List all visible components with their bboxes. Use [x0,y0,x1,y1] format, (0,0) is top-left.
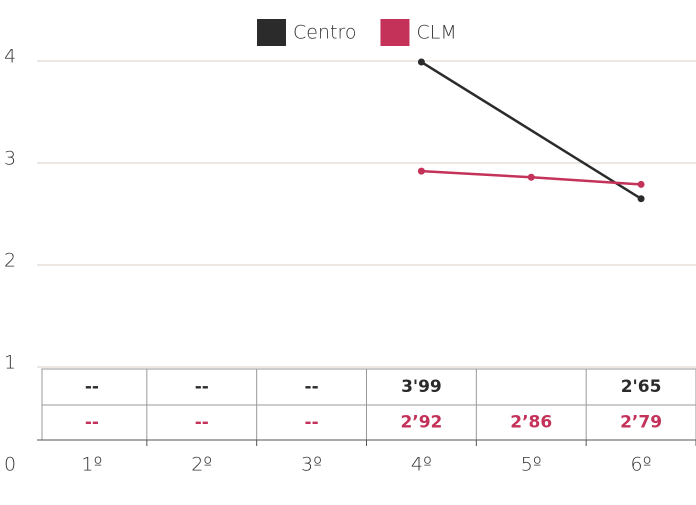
y-tick-label: 3 [4,148,16,170]
y-tick-label: 1 [4,352,16,374]
x-tick-label: 1º [81,454,102,476]
data-label: -- [195,377,209,397]
point [417,167,425,175]
data-label: 2'65 [621,377,662,397]
y-tick-label: 4 [4,46,16,68]
y-tick-label: 0 [4,454,16,476]
x-tick-label: 5º [521,454,542,476]
legend-swatch [380,19,410,46]
x-tick-label: 3º [301,454,322,476]
data-label: -- [195,413,209,433]
data-label: -- [305,377,319,397]
data-label: 2’86 [510,413,552,433]
data-label: -- [305,413,319,433]
point [417,58,425,66]
data-label: -- [85,377,99,397]
legend-label: CLM [416,22,456,44]
point [637,195,645,203]
legend-swatch [257,19,286,46]
point [527,173,535,181]
data-label: 2’79 [620,413,662,433]
data-label: 3'99 [401,377,442,397]
point [637,180,645,188]
x-tick-label: 6º [631,454,652,476]
data-label: 2’92 [400,413,442,433]
x-tick-label: 2º [191,454,212,476]
y-tick-label: 2 [4,250,16,272]
x-tick-label: 4º [411,454,432,476]
legend-label: Centro [293,22,356,44]
series-connector [420,60,642,200]
data-label: -- [85,413,99,433]
